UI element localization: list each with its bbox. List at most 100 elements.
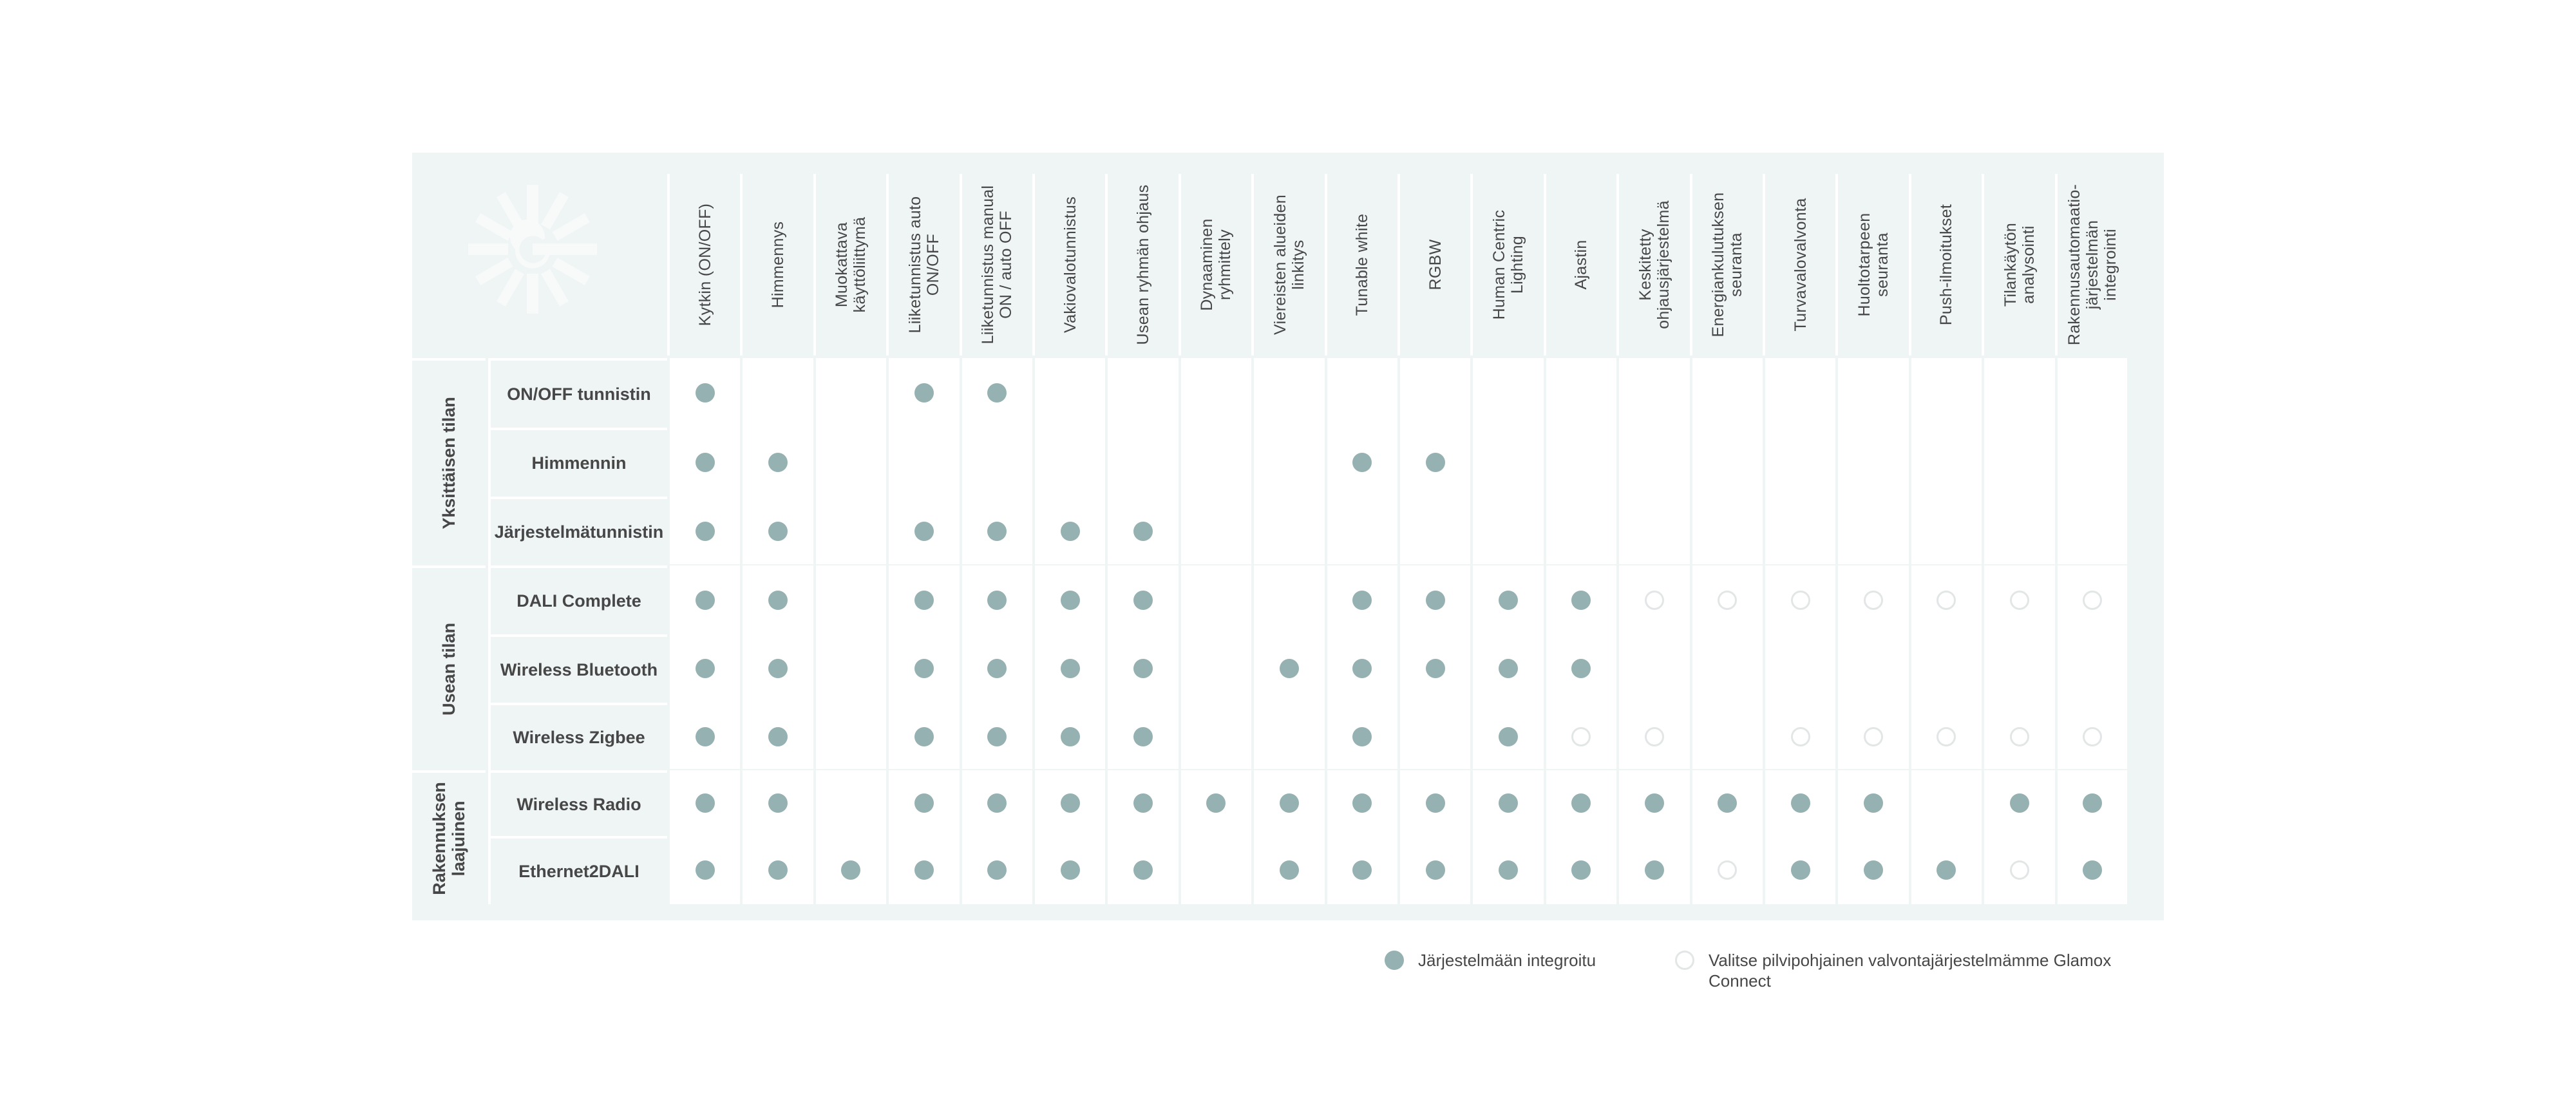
filled-dot-icon [768, 521, 788, 541]
matrix-cell [1835, 428, 1909, 497]
matrix-cell [1324, 358, 1397, 428]
row-label: Wireless Radio [488, 770, 667, 836]
matrix-cell [1543, 565, 1617, 634]
matrix-cell [1324, 497, 1397, 565]
matrix-cell [1543, 703, 1617, 770]
matrix-cell [1763, 770, 1836, 836]
column-header: Liiketunnistus manual ON / auto OFF [959, 174, 1032, 356]
filled-dot-icon [987, 860, 1007, 880]
column-header: Rakennusautomaatio- järjestelmän integro… [2054, 174, 2128, 356]
filled-dot-icon [914, 659, 934, 678]
matrix-cell [1105, 634, 1179, 703]
filled-dot-icon [1425, 860, 1445, 880]
matrix-cell [813, 428, 887, 497]
matrix-cell [1616, 836, 1690, 904]
matrix-cell [1470, 358, 1544, 428]
filled-dot-icon [1060, 726, 1080, 746]
row-group: Rakennuksen laajuinen [412, 770, 486, 904]
column-header-label: Muokattava käyttöliittymä [833, 216, 869, 313]
matrix-cell [886, 770, 960, 836]
matrix-cell [1982, 565, 2055, 634]
column-header: Usean ryhmän ohjaus [1105, 174, 1179, 356]
matrix-cell [1032, 634, 1106, 703]
row-group-label: Rakennuksen laajuinen [430, 782, 468, 895]
column-header-label: Vakiovalotunnistus [1061, 196, 1079, 334]
matrix-cell [2054, 497, 2127, 565]
filled-dot-icon [987, 726, 1007, 746]
filled-dot-icon [1571, 590, 1591, 610]
matrix-cell [1763, 497, 1836, 565]
filled-dot-icon [1385, 951, 1404, 970]
hollow-dot-icon [2009, 860, 2029, 880]
matrix-cell [1689, 703, 1763, 770]
filled-dot-icon [841, 860, 861, 880]
filled-dot-icon [1352, 726, 1372, 746]
matrix-cell [1032, 497, 1106, 565]
filled-dot-icon [1937, 860, 1956, 880]
filled-dot-icon [1644, 793, 1664, 813]
matrix-cell [740, 634, 813, 703]
matrix-cell [1835, 565, 1909, 634]
hollow-dot-icon [1937, 726, 1956, 746]
matrix-cell [1543, 836, 1617, 904]
filled-dot-icon [1060, 521, 1080, 541]
matrix-cell [1397, 358, 1471, 428]
hollow-dot-icon [2082, 590, 2102, 610]
matrix-cell [1251, 703, 1325, 770]
filled-dot-icon [1790, 793, 1810, 813]
glamox-logo-icon [468, 185, 597, 314]
filled-dot-icon [768, 793, 788, 813]
row-label: Himmennin [488, 428, 667, 497]
matrix-cell [1908, 770, 1982, 836]
matrix-cell [1470, 836, 1544, 904]
matrix-cell [1032, 836, 1106, 904]
column-header: Viereisten alueiden linkitys [1251, 174, 1325, 356]
matrix-cell [1835, 836, 1909, 904]
row-label: ON/OFF tunnistin [488, 358, 667, 428]
hollow-dot-icon [2009, 590, 2029, 610]
legend-glamox-connect-label: Valitse pilvipohjainen valvontajärjestel… [1709, 951, 2112, 991]
filled-dot-icon [1133, 521, 1153, 541]
filled-dot-icon [695, 793, 715, 813]
matrix-cell [813, 836, 887, 904]
matrix-cell [813, 497, 887, 565]
matrix-cell [1470, 565, 1544, 634]
matrix-cell [1470, 497, 1544, 565]
matrix-cell [1324, 428, 1397, 497]
column-header: RGBW [1397, 174, 1471, 356]
matrix-cell [1105, 565, 1179, 634]
row-label: Järjestelmätunnistin [488, 497, 667, 565]
matrix-cell [813, 634, 887, 703]
hollow-dot-icon [2009, 726, 2029, 746]
matrix-cell [1763, 428, 1836, 497]
matrix-cell [1835, 770, 1909, 836]
column-header: Ajastin [1543, 174, 1617, 356]
matrix-cell [1397, 428, 1471, 497]
matrix-cell [1763, 836, 1836, 904]
column-header-label: Kytkin (ON/OFF) [696, 203, 714, 327]
hollow-dot-icon [1790, 726, 1810, 746]
matrix-cell [740, 428, 813, 497]
column-header: Turvavalovalvonta [1763, 174, 1836, 356]
matrix-cell [1689, 634, 1763, 703]
filled-dot-icon [1499, 659, 1519, 678]
matrix-cell [1105, 770, 1179, 836]
filled-dot-icon [1571, 793, 1591, 813]
filled-dot-icon [914, 793, 934, 813]
filled-dot-icon [1864, 793, 1884, 813]
hollow-dot-icon [1790, 590, 1810, 610]
matrix-cell [1324, 634, 1397, 703]
filled-dot-icon [914, 860, 934, 880]
column-header: Liiketunnistus auto ON/OFF [886, 174, 960, 356]
filled-dot-icon [1352, 793, 1372, 813]
row-label: Wireless Bluetooth [488, 634, 667, 703]
hollow-dot-icon [1718, 860, 1738, 880]
filled-dot-icon [695, 521, 715, 541]
column-header: Energiankulutuksen seuranta [1689, 174, 1763, 356]
hollow-dot-icon [1644, 590, 1664, 610]
filled-dot-icon [987, 659, 1007, 678]
matrix-cell [1689, 565, 1763, 634]
column-header: Huoltotarpeen seuranta [1835, 174, 1909, 356]
column-header: Keskitetty ohjausjärjestelmä [1616, 174, 1690, 356]
matrix-cell [886, 565, 960, 634]
